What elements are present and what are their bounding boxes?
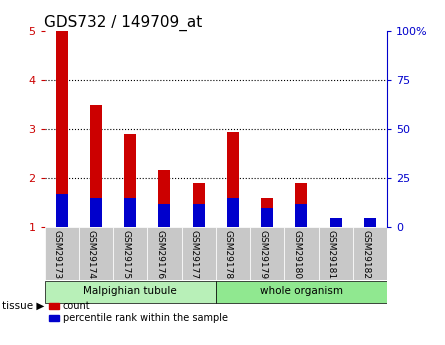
Text: whole organism: whole organism [260,286,343,296]
Text: GSM29180: GSM29180 [292,230,302,279]
Text: GSM29182: GSM29182 [361,230,370,279]
Bar [56,194,68,227]
Text: GSM29179: GSM29179 [258,230,267,279]
Bar [330,225,342,227]
Bar [158,204,170,227]
Bar [227,132,239,227]
Bar [295,204,307,227]
Text: tissue ▶: tissue ▶ [2,300,44,310]
Bar [158,170,170,227]
Bar [227,198,239,227]
Bar [250,227,284,280]
Text: GSM29176: GSM29176 [155,230,165,279]
Text: GDS732 / 149709_at: GDS732 / 149709_at [44,15,203,31]
Bar [44,281,216,303]
Text: GSM29181: GSM29181 [327,230,336,279]
Bar [124,134,136,227]
Bar [90,198,102,227]
Bar [364,220,376,227]
Bar [353,227,387,280]
Bar [295,183,307,227]
Bar [193,183,205,227]
Bar [44,227,79,280]
Bar [90,105,102,227]
Text: Malpighian tubule: Malpighian tubule [83,286,177,296]
Text: GSM29175: GSM29175 [121,230,130,279]
Bar [216,281,387,303]
Text: GSM29177: GSM29177 [190,230,198,279]
Text: GSM29174: GSM29174 [87,230,96,279]
Legend: count, percentile rank within the sample: count, percentile rank within the sample [49,302,228,323]
Bar [330,218,342,227]
Bar [364,218,376,227]
Bar [261,198,273,227]
Bar [147,227,182,280]
Bar [261,208,273,227]
Bar [113,227,147,280]
Bar [193,204,205,227]
Bar [216,227,250,280]
Bar [182,227,216,280]
Bar [56,31,68,227]
Bar [79,227,113,280]
Bar [319,227,353,280]
Text: GSM29173: GSM29173 [53,230,61,279]
Bar [284,227,319,280]
Text: GSM29178: GSM29178 [224,230,233,279]
Bar [124,198,136,227]
